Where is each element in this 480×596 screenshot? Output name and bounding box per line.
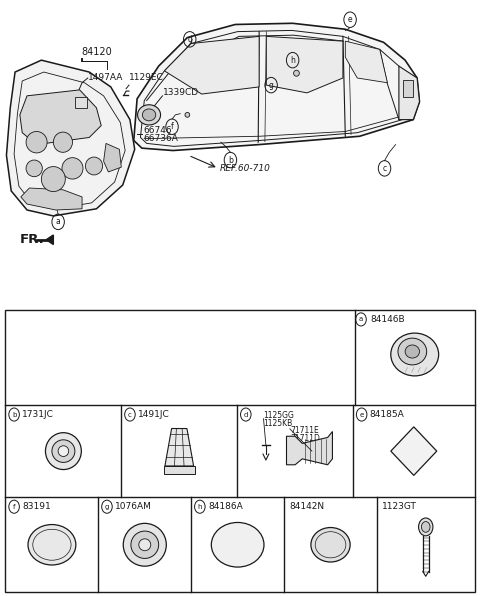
Ellipse shape <box>26 160 42 176</box>
Ellipse shape <box>28 524 76 565</box>
Polygon shape <box>164 36 259 94</box>
Polygon shape <box>21 188 82 210</box>
Ellipse shape <box>41 167 65 191</box>
Text: e: e <box>348 15 352 24</box>
Polygon shape <box>104 144 121 172</box>
Text: c: c <box>128 412 132 418</box>
Text: 84185A: 84185A <box>370 410 405 419</box>
Text: d: d <box>244 412 248 418</box>
Ellipse shape <box>138 105 160 125</box>
Text: 1129EC: 1129EC <box>129 73 164 82</box>
Text: 1125GG: 1125GG <box>264 411 294 420</box>
Polygon shape <box>391 427 437 476</box>
Text: 1123GT: 1123GT <box>382 502 417 511</box>
Text: b: b <box>228 156 233 164</box>
Text: 84142N: 84142N <box>289 502 324 511</box>
Ellipse shape <box>311 527 350 562</box>
Text: 71711D: 71711D <box>290 434 320 443</box>
Text: 66746: 66746 <box>144 126 172 135</box>
Ellipse shape <box>185 113 190 117</box>
Bar <box>403 80 413 97</box>
Text: 71711E: 71711E <box>290 426 319 436</box>
Polygon shape <box>266 36 343 93</box>
Ellipse shape <box>143 109 156 121</box>
Text: b: b <box>12 412 16 418</box>
Text: f: f <box>171 122 173 131</box>
Text: h: h <box>198 504 202 510</box>
Ellipse shape <box>391 333 439 376</box>
Text: 1339CD: 1339CD <box>162 88 199 97</box>
Polygon shape <box>399 66 420 120</box>
Text: 83191: 83191 <box>22 502 51 511</box>
Ellipse shape <box>398 338 427 365</box>
Ellipse shape <box>58 446 69 457</box>
Text: 66736A: 66736A <box>144 134 178 143</box>
Ellipse shape <box>211 523 264 567</box>
Ellipse shape <box>26 132 47 153</box>
Text: REF.60-710: REF.60-710 <box>220 164 271 173</box>
Text: 1731JC: 1731JC <box>22 410 54 419</box>
Text: g: g <box>269 80 274 89</box>
Polygon shape <box>20 90 101 145</box>
Polygon shape <box>46 235 53 244</box>
Text: 84186A: 84186A <box>208 502 243 511</box>
Ellipse shape <box>139 539 151 551</box>
Ellipse shape <box>123 523 167 566</box>
Text: 84120: 84120 <box>81 46 112 57</box>
Text: a: a <box>359 316 363 322</box>
Text: d: d <box>187 35 192 44</box>
Ellipse shape <box>405 345 420 358</box>
Ellipse shape <box>421 522 430 532</box>
Ellipse shape <box>46 433 81 470</box>
Bar <box>5 310 475 592</box>
Text: g: g <box>105 504 109 510</box>
Ellipse shape <box>85 157 103 175</box>
Ellipse shape <box>294 70 300 76</box>
Ellipse shape <box>53 132 72 153</box>
Polygon shape <box>6 60 135 216</box>
Polygon shape <box>164 466 194 474</box>
Text: 1497AA: 1497AA <box>88 73 123 82</box>
Ellipse shape <box>62 158 83 179</box>
Text: c: c <box>383 164 386 173</box>
Text: e: e <box>360 412 364 418</box>
Text: 1491JC: 1491JC <box>138 410 170 419</box>
Bar <box>75 97 87 108</box>
Text: a: a <box>56 218 60 226</box>
Ellipse shape <box>131 531 159 558</box>
Polygon shape <box>345 41 387 83</box>
Text: 84146B: 84146B <box>371 315 405 324</box>
Text: 1125KB: 1125KB <box>264 419 293 428</box>
Polygon shape <box>287 432 333 465</box>
Ellipse shape <box>419 518 433 536</box>
Text: 1076AM: 1076AM <box>115 502 152 511</box>
Polygon shape <box>134 23 420 151</box>
Ellipse shape <box>52 440 75 462</box>
Text: h: h <box>290 55 295 64</box>
Polygon shape <box>165 429 193 466</box>
Text: FR.: FR. <box>20 233 45 246</box>
Text: f: f <box>13 504 15 510</box>
